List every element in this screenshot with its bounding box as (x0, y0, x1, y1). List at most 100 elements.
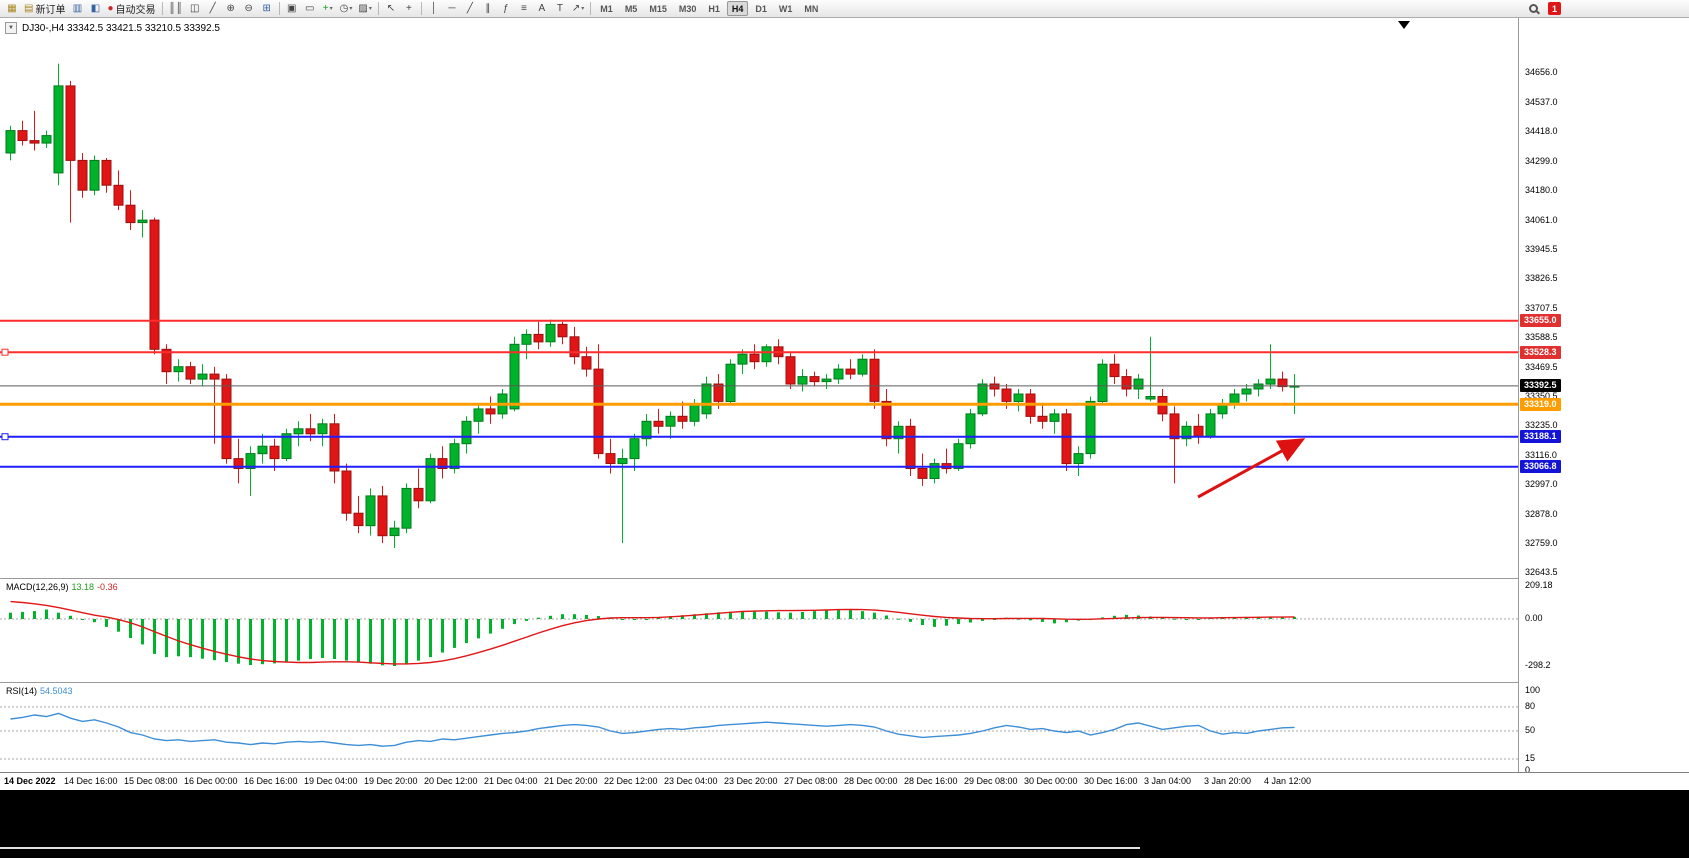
autotrading-button[interactable]: ● 自动交易 (104, 1, 158, 17)
macd-histogram-bar (225, 619, 228, 663)
timeframe-m15-button[interactable]: M15 (649, 3, 667, 14)
text-label-button[interactable]: T (551, 1, 569, 17)
bull-candle (449, 443, 460, 470)
trend-arrow-annotation[interactable] (1197, 438, 1306, 499)
trendline-button[interactable]: ╱ (461, 1, 479, 17)
crosshair-button[interactable]: + (400, 1, 418, 17)
data-window-button[interactable]: ◧ (86, 1, 104, 17)
cascade-windows-button[interactable]: ▣ (283, 1, 301, 17)
macd-value-signal: -0.36 (97, 582, 118, 592)
bull-candle (1229, 393, 1240, 405)
timeframe-w1-button[interactable]: W1 (778, 3, 793, 14)
bull-candle (1241, 388, 1252, 395)
zoom-in-button[interactable]: ⊕ (222, 1, 240, 17)
bear-candle (101, 159, 112, 186)
bear-candle (569, 336, 580, 358)
fibonacci-button[interactable]: ƒ (497, 1, 515, 17)
symbol-dropdown-button[interactable]: ▼ (5, 22, 17, 34)
bar-chart-icon: ║║ (168, 2, 183, 14)
macd-histogram-bar (969, 619, 972, 623)
time-axis-label: 16 Dec 00:00 (184, 776, 238, 786)
text-label-icon: T (556, 2, 563, 14)
rsi-panel[interactable]: RSI(14) 54.5043 (0, 682, 1518, 772)
search-button[interactable] (1524, 1, 1542, 17)
bear-candle (593, 368, 604, 455)
indicators-button[interactable]: + ▾ (319, 1, 337, 17)
zoom-out-button[interactable]: ⊖ (240, 1, 258, 17)
bear-candle (113, 184, 124, 206)
price-axis-label: 33588.5 (1525, 332, 1558, 343)
notification-badge[interactable]: 1 (1548, 2, 1561, 15)
bear-candle (581, 356, 592, 370)
bull-candle (737, 353, 748, 365)
macd-histogram-bar (81, 619, 84, 620)
main-chart-panel[interactable]: ▼ DJ30-,H4 33342.5 33421.5 33210.5 33392… (0, 18, 1518, 578)
grid-icon: ≡ (520, 2, 527, 14)
macd-histogram-bar (357, 619, 360, 663)
timeframe-m30-button[interactable]: M30 (678, 3, 697, 14)
candlestick-chart-button[interactable]: ◫ (186, 1, 204, 17)
templates-button[interactable]: ▨ ▾ (355, 1, 374, 17)
macd-histogram-bar (741, 611, 744, 619)
macd-histogram-bar (9, 612, 12, 619)
macd-histogram-bar (837, 609, 840, 619)
bear-candle (437, 458, 448, 470)
timeframe-m1-button[interactable]: M1 (600, 3, 613, 14)
new-order-button[interactable]: ▤ 新订单 (21, 1, 68, 17)
templates-icon: ▨ (358, 2, 368, 14)
new-chart-button[interactable]: ▦ (3, 1, 21, 17)
macd-histogram-bar (681, 615, 684, 619)
line-handle[interactable] (1, 433, 9, 441)
macd-histogram-bar (921, 619, 924, 625)
grid-button[interactable]: ≡ (515, 1, 533, 17)
timeframe-h4-button[interactable]: H4 (726, 1, 749, 16)
toolbar-separator (377, 2, 379, 15)
timeframe-mn-button[interactable]: MN (804, 3, 819, 14)
horizontal-line-button[interactable]: ─ (443, 1, 461, 17)
timeframe-d1-button[interactable]: D1 (755, 3, 767, 14)
bear-candle (881, 400, 892, 440)
footer-divider (0, 847, 1140, 849)
macd-histogram-bar (453, 619, 456, 648)
bull-candle (425, 458, 436, 502)
time-axis: 14 Dec 2022 14 Dec 16:00 15 Dec 08:00 16 De… (0, 772, 1689, 790)
bear-candle (149, 219, 160, 350)
macd-panel[interactable]: MACD(12,26,9) 13.18 -0.36 (0, 578, 1518, 682)
bull-candle (245, 453, 256, 470)
bull-candle (173, 366, 184, 373)
macd-histogram-bar (777, 612, 780, 619)
channel-button[interactable]: ∥ (479, 1, 497, 17)
macd-histogram-bar (1053, 619, 1056, 624)
dropdown-arrow-icon: ▾ (368, 6, 372, 12)
tile-windows-icon: ⊞ (262, 2, 271, 14)
macd-histogram-bar (1281, 616, 1284, 619)
price-axis-label: 32878.0 (1525, 508, 1558, 519)
periods-button[interactable]: ◷ ▾ (337, 1, 356, 17)
line-handle[interactable] (1, 348, 9, 356)
bull-candle (137, 219, 148, 224)
bull-candle (1181, 425, 1192, 440)
timeframe-m5-button[interactable]: M5 (624, 3, 638, 14)
profiles-button[interactable]: ▥ (68, 1, 86, 17)
bar-chart-button[interactable]: ║║ (166, 1, 186, 17)
line-chart-button[interactable]: ╱ (204, 1, 222, 17)
chart-shift-marker[interactable] (1398, 21, 1410, 29)
arrange-windows-button[interactable]: ▭ (301, 1, 319, 17)
cursor-button[interactable]: ↖ (382, 1, 400, 17)
vertical-line-button[interactable]: │ (425, 1, 443, 17)
bull-candle (617, 458, 628, 465)
bull-candle (1145, 396, 1156, 400)
candlestick-chart-icon: ◫ (189, 2, 200, 14)
timeframe-h1-button[interactable]: H1 (708, 3, 720, 14)
macd-histogram-bar (189, 619, 192, 658)
macd-histogram-bar (297, 619, 300, 661)
price-line-badge: 33066.8 (1520, 460, 1561, 474)
macd-histogram-bar (501, 619, 504, 629)
text-button[interactable]: A (533, 1, 551, 17)
bear-candle (269, 445, 280, 460)
macd-histogram-bar (669, 616, 672, 619)
tile-windows-button[interactable]: ⊞ (258, 1, 276, 17)
data-window-icon: ◧ (90, 2, 101, 14)
arrows-button[interactable]: ↗ ▾ (569, 1, 587, 17)
macd-histogram-bar (813, 611, 816, 619)
